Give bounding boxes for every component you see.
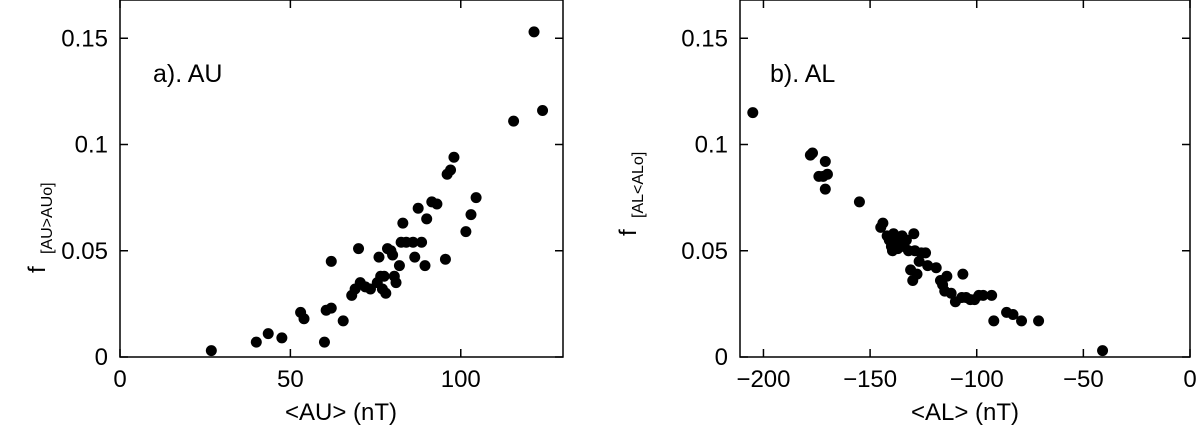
ticks-au: 0 50 100 0 0.05 0.1 0.15	[61, 0, 563, 393]
x-tick-label-au: 0	[113, 366, 126, 393]
y-axis-label-sub-au: [AU>AUo]	[39, 182, 56, 254]
data-point-al	[957, 268, 969, 280]
data-point-al	[1033, 315, 1045, 327]
x-tick-label-al: −150	[843, 366, 897, 393]
data-point-au	[528, 26, 540, 38]
axes-frame-al	[739, 0, 1191, 358]
data-point-au	[325, 302, 337, 314]
points-al	[747, 107, 1109, 357]
data-point-au	[325, 255, 337, 267]
data-point-al	[988, 315, 1000, 327]
data-point-au	[465, 209, 477, 221]
data-point-al	[920, 247, 932, 259]
data-point-au	[276, 332, 288, 344]
data-point-au	[419, 260, 431, 272]
data-point-au	[390, 277, 402, 289]
x-tick-label-al: 0	[1183, 366, 1196, 393]
data-point-au	[431, 198, 443, 210]
data-point-au	[445, 164, 457, 176]
data-point-au	[337, 315, 349, 327]
data-point-au	[409, 251, 421, 263]
data-point-al	[945, 287, 957, 299]
y-axis-label-al: f [AL<ALo]	[615, 152, 647, 236]
panel-label-al: b). AL	[770, 60, 835, 88]
data-point-au	[205, 345, 217, 357]
y-tick-label-au: 0	[95, 344, 108, 371]
data-point-al	[1016, 315, 1028, 327]
data-point-au	[397, 217, 409, 229]
panel-label-au: a). AU	[153, 60, 222, 88]
data-point-au	[537, 105, 549, 116]
x-axis-label-al: <AL> (nT)	[911, 399, 1019, 426]
data-point-au	[508, 115, 520, 127]
data-point-al	[1097, 345, 1109, 357]
data-point-al	[853, 196, 865, 208]
panel-al: −200 −150 −100 −50 0 0 0.05 0.1 0.15 b). AL <AL>…	[615, 0, 1197, 426]
data-point-au	[387, 249, 399, 261]
y-axis-label-sub-al: [AL<ALo]	[630, 152, 647, 218]
data-point-au	[407, 236, 419, 248]
data-point-au	[298, 313, 310, 325]
data-point-al	[913, 255, 925, 267]
y-tick-label-al: 0.05	[681, 238, 728, 265]
data-point-au	[439, 253, 451, 265]
data-point-au	[412, 202, 424, 214]
points-au	[205, 26, 549, 357]
data-point-al	[900, 234, 912, 246]
y-axis-label-main-au: f	[24, 266, 51, 273]
x-tick-label-au: 50	[277, 366, 304, 393]
y-tick-label-al: 0.1	[695, 132, 728, 159]
y-tick-label-al: 0	[715, 344, 728, 371]
panel-au: 0 50 100 0 0.05 0.1 0.15 a). AU <AU> (nT) f [A…	[24, 0, 564, 426]
y-tick-label-al: 0.15	[681, 25, 728, 52]
data-point-au	[416, 236, 428, 248]
data-point-al	[821, 168, 833, 180]
y-tick-label-au: 0.15	[61, 25, 108, 52]
data-point-al	[941, 270, 953, 282]
y-axis-label-au: f [AU>AUo]	[24, 182, 56, 273]
y-tick-label-au: 0.1	[75, 132, 108, 159]
data-point-au	[378, 270, 390, 282]
x-tick-label-au: 100	[441, 366, 481, 393]
data-point-au	[393, 260, 405, 272]
data-point-au	[460, 226, 472, 238]
data-point-al	[1007, 309, 1019, 320]
data-point-au	[470, 192, 482, 204]
x-tick-label-al: −50	[1063, 366, 1104, 393]
data-point-au	[380, 287, 392, 299]
data-point-au	[250, 336, 262, 348]
axes-frame-au	[119, 0, 564, 358]
x-tick-label-al: −100	[950, 366, 1004, 393]
x-tick-label-al: −200	[736, 366, 790, 393]
data-point-al	[819, 156, 831, 167]
data-point-al	[922, 260, 934, 272]
data-point-au	[262, 328, 274, 340]
data-point-au	[318, 336, 330, 348]
ticks-al: −200 −150 −100 −50 0 0 0.05 0.1 0.15	[681, 0, 1197, 393]
data-point-al	[908, 228, 920, 240]
data-point-al	[807, 147, 819, 159]
y-tick-label-au: 0.05	[61, 238, 108, 265]
data-point-al	[819, 183, 831, 195]
y-axis-label-main-al: f	[615, 229, 642, 236]
data-point-al	[977, 289, 989, 301]
data-point-au	[421, 213, 433, 225]
data-point-au	[373, 251, 385, 263]
data-point-al	[986, 289, 998, 301]
data-point-au	[353, 243, 365, 255]
data-point-al	[877, 217, 889, 229]
data-point-au	[448, 151, 460, 163]
data-point-al	[911, 268, 923, 280]
x-axis-label-au: <AU> (nT)	[285, 399, 397, 426]
data-point-al	[747, 107, 759, 119]
data-point-al	[930, 262, 942, 274]
